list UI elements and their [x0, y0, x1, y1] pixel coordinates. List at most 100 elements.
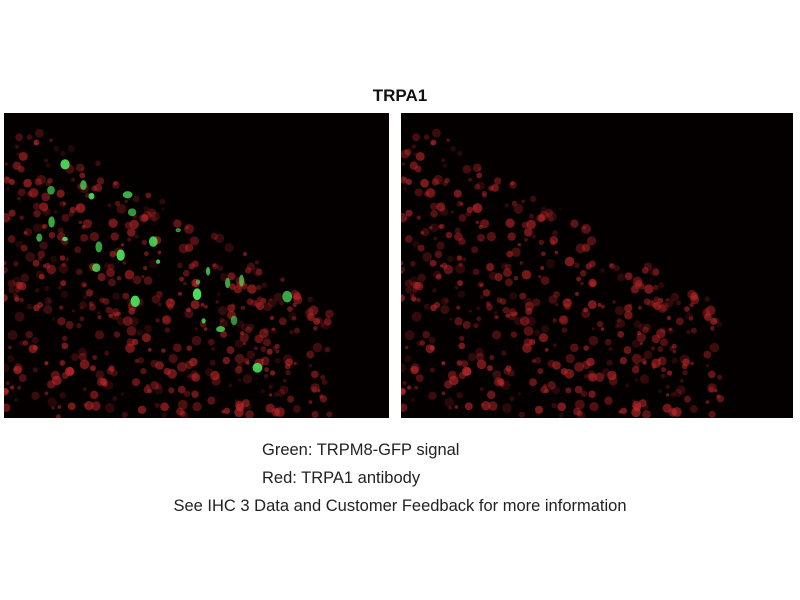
- red-signal-spot: [94, 183, 103, 192]
- red-signal-spot: [35, 270, 45, 279]
- red-signal-spot: [85, 289, 94, 297]
- red-signal-spot: [273, 292, 283, 302]
- red-signal-spot: [60, 280, 67, 287]
- red-signal-spot: [547, 216, 554, 222]
- red-signal-spot: [660, 374, 666, 379]
- red-signal-spot: [191, 372, 201, 382]
- red-signal-spot: [528, 338, 536, 346]
- red-signal-spot: [633, 320, 642, 328]
- red-signal-spot: [104, 402, 115, 413]
- red-signal-spot: [32, 223, 42, 233]
- red-signal-spot: [260, 346, 267, 353]
- red-signal-spot: [186, 374, 192, 379]
- red-signal-spot: [7, 216, 12, 221]
- red-signal-spot: [79, 316, 85, 322]
- red-signal-spot: [653, 284, 659, 291]
- red-signal-spot: [477, 233, 486, 242]
- red-signal-spot: [99, 297, 105, 303]
- red-signal-spot: [33, 139, 40, 146]
- red-signal-spot: [47, 299, 52, 304]
- red-signal-spot: [412, 240, 420, 248]
- red-signal-spot: [570, 343, 579, 353]
- green-signal-cell: [62, 236, 68, 242]
- red-signal-spot: [702, 307, 711, 316]
- red-signal-spot: [320, 374, 326, 380]
- red-signal-spot: [441, 158, 446, 163]
- green-signal-cell: [205, 266, 211, 276]
- red-signal-spot: [575, 243, 586, 254]
- red-signal-spot: [539, 210, 545, 215]
- red-signal-spot: [504, 263, 512, 271]
- red-signal-spot: [643, 323, 652, 331]
- red-signal-spot: [149, 211, 160, 222]
- red-signal-spot: [493, 177, 502, 185]
- red-signal-spot: [308, 305, 319, 316]
- red-signal-spot: [574, 361, 584, 372]
- green-signal-cell: [282, 290, 293, 303]
- red-signal-spot: [513, 276, 519, 281]
- red-signal-spot: [507, 232, 516, 241]
- red-signal-spot: [20, 244, 28, 252]
- red-signal-spot: [576, 410, 583, 417]
- red-signal-spot: [510, 331, 518, 338]
- red-signal-spot: [401, 212, 408, 223]
- green-signal-cell: [122, 191, 133, 199]
- red-signal-spot: [155, 361, 164, 370]
- red-signal-spot: [644, 284, 654, 294]
- red-signal-spot: [108, 365, 115, 372]
- red-signal-spot: [634, 378, 639, 382]
- red-signal-spot: [708, 387, 714, 393]
- red-signal-spot: [458, 262, 463, 267]
- red-signal-spot: [89, 303, 96, 311]
- red-signal-spot: [217, 305, 228, 316]
- red-signal-spot: [23, 178, 32, 188]
- red-signal-spot: [406, 385, 412, 390]
- red-signal-spot: [444, 177, 450, 184]
- red-signal-spot: [60, 150, 66, 156]
- red-signal-spot: [307, 296, 313, 302]
- red-signal-spot: [491, 330, 502, 340]
- red-signal-spot: [244, 267, 252, 274]
- red-signal-spot: [159, 198, 166, 205]
- red-signal-spot: [180, 411, 189, 418]
- red-signal-spot: [401, 162, 406, 166]
- red-signal-spot: [25, 252, 36, 262]
- red-signal-spot: [665, 393, 670, 397]
- red-signal-spot: [459, 335, 465, 341]
- red-signal-spot: [246, 403, 252, 410]
- red-signal-spot: [402, 381, 407, 386]
- red-signal-spot: [496, 297, 502, 303]
- red-signal-spot: [47, 397, 58, 408]
- red-signal-spot: [642, 326, 649, 334]
- red-signal-spot: [177, 399, 188, 410]
- red-signal-spot: [32, 259, 40, 267]
- red-signal-spot: [124, 269, 135, 280]
- red-signal-spot: [217, 292, 221, 296]
- red-signal-spot: [35, 128, 44, 138]
- red-signal-spot: [440, 305, 450, 315]
- red-signal-spot: [323, 317, 332, 326]
- red-signal-spot: [435, 273, 442, 280]
- red-signal-spot: [179, 410, 186, 417]
- red-signal-spot: [246, 262, 256, 271]
- red-signal-spot: [404, 148, 412, 156]
- red-signal-spot: [131, 338, 139, 346]
- red-signal-spot: [472, 163, 482, 173]
- red-signal-spot: [565, 387, 572, 394]
- red-signal-spot: [431, 288, 437, 293]
- red-signal-spot: [411, 144, 417, 149]
- red-signal-spot: [308, 400, 313, 404]
- red-signal-spot: [13, 261, 19, 267]
- red-signal-spot: [15, 133, 24, 142]
- red-signal-spot: [552, 318, 557, 323]
- red-signal-spot: [82, 283, 87, 287]
- red-signal-spot: [31, 391, 40, 400]
- red-signal-spot: [652, 268, 660, 276]
- red-signal-spot: [269, 315, 275, 321]
- red-signal-spot: [263, 338, 272, 347]
- red-signal-spot: [41, 224, 46, 229]
- red-signal-spot: [227, 272, 236, 281]
- red-signal-spot: [481, 193, 487, 199]
- red-signal-spot: [186, 307, 191, 313]
- red-signal-spot: [522, 343, 532, 353]
